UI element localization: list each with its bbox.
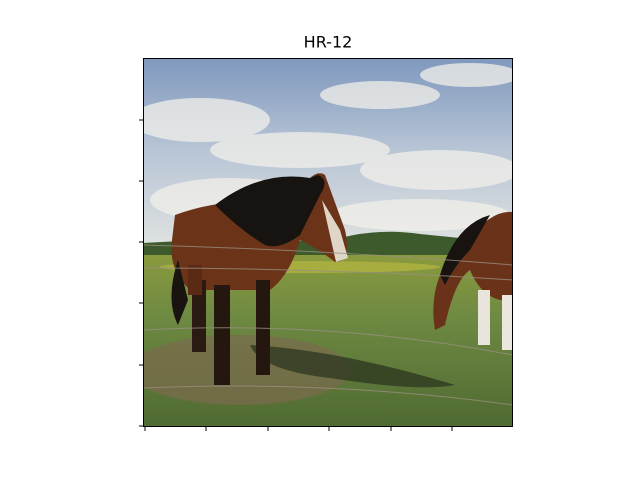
horse-left [171, 173, 348, 385]
axes-frame [143, 58, 513, 427]
horse-right [433, 211, 513, 350]
photo [143, 58, 513, 427]
ticks [139, 119, 453, 431]
title: HR-12 [304, 33, 353, 52]
